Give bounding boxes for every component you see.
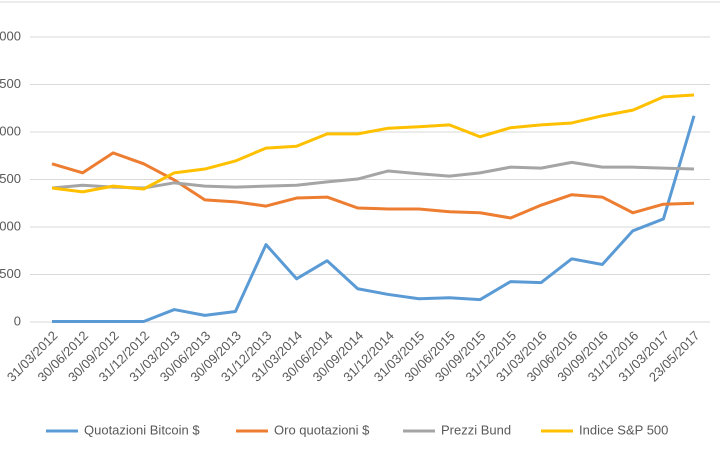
legend-label: Prezzi Bund <box>441 422 511 437</box>
y-tick-label: 3000 <box>0 28 21 43</box>
legend-label: Oro quotazioni $ <box>274 422 370 437</box>
series-line <box>51 160 695 190</box>
legend-label: Indice S&P 500 <box>579 422 668 437</box>
y-tick-label: 2000 <box>0 123 21 138</box>
y-tick-label: 1000 <box>0 218 21 233</box>
y-tick-label: 500 <box>0 266 21 281</box>
legend-label: Quotazioni Bitcoin $ <box>84 422 200 437</box>
series-line <box>52 115 696 324</box>
y-tick-label: 0 <box>14 313 21 328</box>
y-tick-label: 2500 <box>0 76 21 91</box>
series-line <box>51 93 695 194</box>
series-line <box>51 151 695 220</box>
y-tick-label: 1500 <box>0 171 21 186</box>
